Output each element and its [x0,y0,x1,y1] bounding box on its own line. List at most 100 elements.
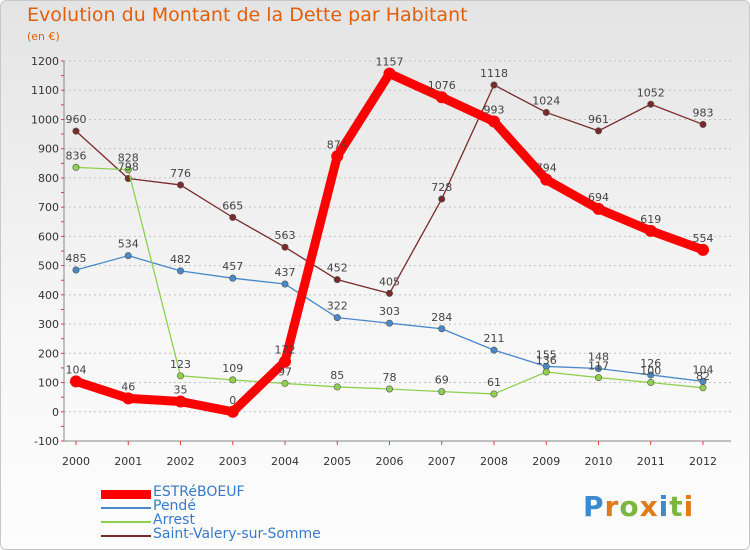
logo-letter: o [619,490,640,523]
x-tick-label: 2002 [167,455,195,468]
data-label: 1076 [428,79,456,92]
data-label: 126 [640,357,661,370]
legend-label: ESTRéBOEUF [153,484,245,500]
data-label: 303 [379,305,400,318]
data-point [438,195,446,203]
data-label: 798 [118,161,139,174]
data-point [490,390,498,398]
data-point [490,81,498,89]
y-tick-label: 100 [38,377,59,390]
data-point [177,181,185,189]
x-tick-label: 2007 [428,455,456,468]
data-label: 534 [118,238,139,251]
data-label: 78 [383,371,397,384]
legend-swatch [101,521,151,523]
data-label: 69 [435,374,449,387]
data-label: 117 [588,360,609,373]
y-tick-label: 900 [38,143,59,156]
data-label: 794 [536,162,557,175]
data-label: 0 [229,394,236,407]
data-label: 665 [222,199,243,212]
data-point [383,67,396,80]
legend-label: Arrest [153,512,195,528]
data-point [385,385,393,393]
series-pend- [72,252,707,385]
proxiti-logo: Proxiti [583,490,694,523]
data-point [542,368,550,376]
data-point [281,280,289,288]
data-point [594,374,602,382]
data-point [594,127,602,135]
data-label: 1052 [637,86,665,99]
y-tick-label: 500 [38,260,59,273]
data-label: 961 [588,113,609,126]
legend-swatch [101,535,151,537]
data-label: 35 [174,384,188,397]
data-label: 983 [693,106,714,119]
data-point [229,274,237,282]
y-tick-label: 0 [52,406,59,419]
logo-letter: x [639,490,659,523]
logo-letter: t [669,490,684,523]
data-label: 437 [275,266,296,279]
data-point [279,355,291,368]
y-tick-label: -100 [34,435,59,448]
data-point [699,120,707,128]
x-tick-label: 2008 [480,455,508,468]
data-label: 1118 [480,67,508,80]
y-tick-label: 400 [38,289,59,302]
x-tick-label: 2010 [585,455,613,468]
data-point [490,346,498,354]
data-point [226,405,239,418]
x-tick-label: 2001 [114,455,142,468]
legend-swatch [101,489,151,499]
data-point [435,91,448,104]
data-label: 82 [696,370,710,383]
data-point [594,365,602,373]
chart-title: Evolution du Montant de la Dette par Hab… [27,4,468,26]
series-estr-boeuf [70,67,709,418]
data-label: 123 [170,358,191,371]
data-label: 1157 [376,56,404,69]
data-point [438,388,446,396]
data-point [229,376,237,384]
data-point [540,173,553,186]
legend-label: Saint-Valery-sur-Somme [153,526,321,542]
legend-label: Pendé [153,498,196,514]
data-point [72,127,80,135]
data-label: 452 [327,262,348,275]
legend-swatch [101,507,151,509]
data-label: 482 [170,253,191,266]
data-label: 457 [222,260,243,273]
logo-letter: i [658,490,670,523]
data-point [647,371,655,379]
data-label: 148 [588,351,609,364]
data-label: 694 [588,191,609,204]
data-point [333,314,341,322]
data-label: 828 [118,152,139,165]
y-tick-label: 1200 [31,55,59,68]
data-label: 874 [327,138,348,151]
data-label: 554 [693,232,714,245]
data-point [177,372,185,380]
data-point [333,276,341,284]
logo-letter: r [604,490,620,523]
data-point [438,325,446,333]
logo-letter: P [583,490,605,523]
data-label: 485 [66,252,87,265]
y-tick-label: 700 [38,201,59,214]
data-label: 776 [170,167,191,180]
data-point [488,115,500,128]
data-label: 563 [275,229,296,242]
y-tick-label: 1000 [31,113,59,126]
x-tick-label: 2004 [271,455,299,468]
data-label: 284 [431,311,452,324]
data-label: 97 [278,365,292,378]
data-point [647,100,655,108]
x-tick-label: 2012 [689,455,717,468]
data-point [542,108,550,116]
logo-letter: i [683,490,695,523]
data-label: 46 [121,380,135,393]
data-point [72,266,80,274]
